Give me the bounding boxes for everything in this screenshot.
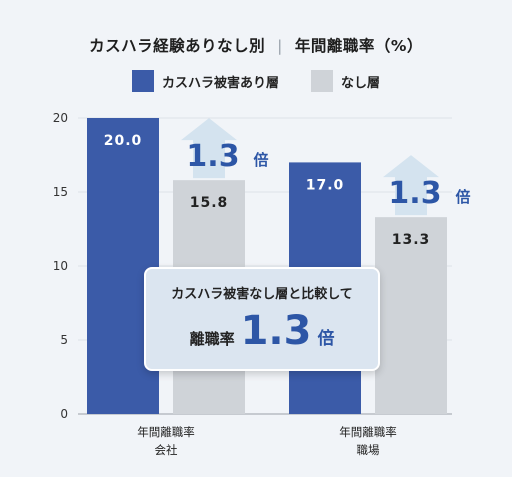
chart-title: カスハラ経験ありなし別 | 年間離職率（%） bbox=[0, 34, 512, 56]
ratio-annotation-value: 1.3 bbox=[388, 176, 441, 211]
bar-value-label: 15.8 bbox=[190, 195, 229, 211]
legend-item-none: なし層 bbox=[311, 70, 380, 92]
bar-value-label: 13.3 bbox=[392, 232, 431, 248]
y-tick-label: 10 bbox=[53, 259, 68, 273]
x-category-label: 職場 bbox=[357, 443, 380, 457]
x-category-label: 年間離職率 bbox=[137, 425, 195, 439]
up-arrow-icon bbox=[181, 118, 237, 179]
ratio-annotation-unit: 倍 bbox=[455, 188, 470, 206]
title-right: 年間離職率（%） bbox=[294, 37, 423, 55]
x-category-label: 会社 bbox=[155, 443, 178, 457]
title-separator: | bbox=[277, 37, 283, 55]
ratio-annotation-value: 1.3 bbox=[186, 139, 239, 174]
callout-ratio: 離職率 1.3 倍 bbox=[146, 308, 378, 354]
legend-label-harassed: カスハラ被害あり層 bbox=[161, 75, 279, 91]
callout-unit: 倍 bbox=[317, 329, 335, 349]
up-arrow-icon bbox=[383, 155, 439, 216]
y-tick-label: 20 bbox=[53, 111, 68, 125]
y-tick-label: 0 bbox=[60, 407, 68, 421]
callout-value: 1.3 bbox=[240, 308, 312, 354]
x-category-label: 年間離職率 bbox=[339, 425, 397, 439]
legend-label-none: なし層 bbox=[341, 75, 381, 91]
bar-value-label: 20.0 bbox=[104, 133, 143, 149]
legend: カスハラ被害あり層 なし層 bbox=[0, 70, 512, 92]
callout-text: カスハラ被害なし層と比較して bbox=[171, 287, 353, 302]
y-tick-label: 15 bbox=[53, 185, 68, 199]
title-left: カスハラ経験ありなし別 bbox=[89, 37, 266, 55]
bar-value-label: 17.0 bbox=[306, 177, 345, 193]
y-tick-label: 5 bbox=[60, 333, 68, 347]
bar bbox=[375, 217, 447, 414]
ratio-annotation-unit: 倍 bbox=[253, 151, 268, 169]
comparison-callout: カスハラ被害なし層と比較して 離職率 1.3 倍 bbox=[144, 267, 380, 371]
legend-swatch-none bbox=[311, 70, 333, 92]
legend-swatch-harassed bbox=[131, 70, 154, 92]
legend-item-harassed: カスハラ被害あり層 bbox=[131, 70, 279, 92]
callout-label: 離職率 bbox=[189, 330, 235, 348]
